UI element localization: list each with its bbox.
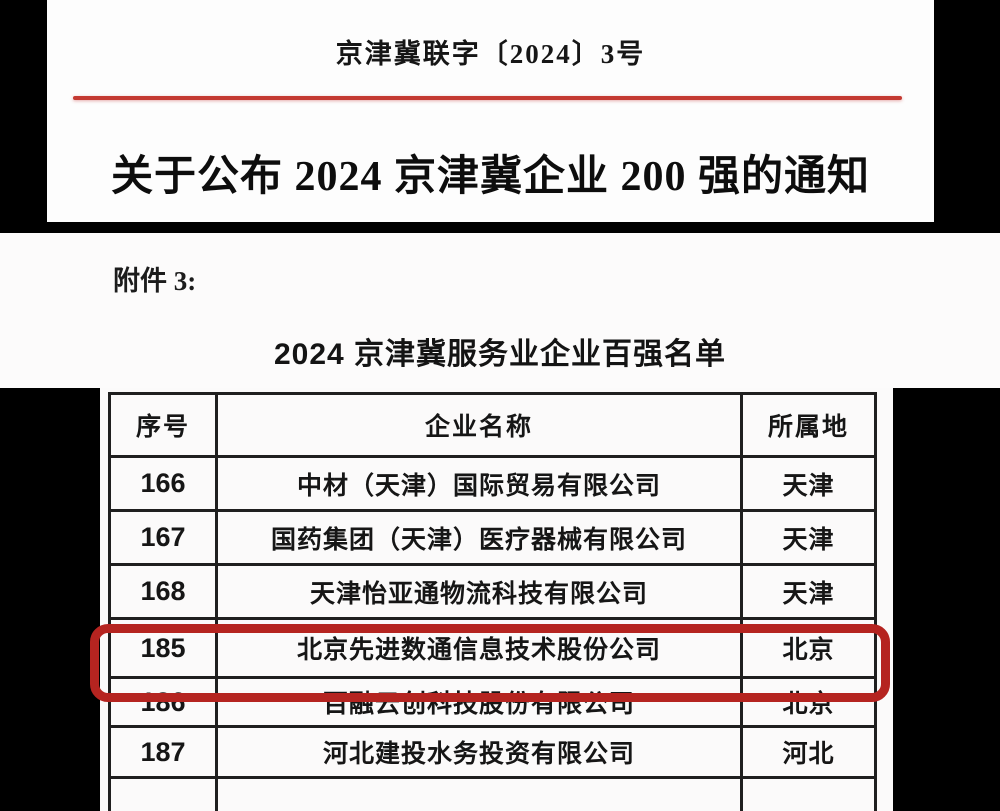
table-row: 168 天津怡亚通物流科技有限公司 天津	[108, 563, 877, 620]
ranking-table-panel: 序号 企业名称 所属地 166 中材（天津）国际贸易有限公司 天津 167 国药…	[100, 388, 893, 811]
cell-company: 百融云创科技股份有限公司	[215, 676, 743, 728]
red-divider-rule	[73, 96, 902, 100]
table-row: 187 河北建投水务投资有限公司 河北	[108, 725, 877, 779]
table-row: 166 中材（天津）国际贸易有限公司 天津	[108, 455, 877, 512]
table-row-partial	[108, 776, 877, 811]
cell-company: 北京先进数通信息技术股份公司	[215, 617, 743, 679]
cell-rank: 166	[108, 455, 218, 512]
ranking-table: 序号 企业名称 所属地 166 中材（天津）国际贸易有限公司 天津 167 国药…	[108, 392, 877, 811]
doc-reference-number: 京津冀联字〔2024〕3号	[335, 39, 646, 69]
cell-region: 北京	[740, 617, 877, 679]
cell-region: 天津	[740, 563, 877, 620]
table-row: 167 国药集团（天津）医疗器械有限公司 天津	[108, 509, 877, 566]
cell-company: 中材（天津）国际贸易有限公司	[215, 455, 743, 512]
cell-rank: 187	[108, 725, 218, 779]
cell-region: 河北	[740, 725, 877, 779]
attachment-label: 附件 3:	[113, 266, 197, 296]
table-row: 186 百融云创科技股份有限公司 北京	[108, 676, 877, 728]
notice-main-title: 关于公布 2024 京津冀企业 200 强的通知	[110, 154, 870, 200]
table-row-highlighted: 185 北京先进数通信息技术股份公司 北京	[108, 617, 877, 679]
header-rank: 序号	[108, 392, 218, 458]
cell-rank: 185	[108, 617, 218, 679]
cell-region: 天津	[740, 455, 877, 512]
header-region: 所属地	[740, 392, 877, 458]
cell-company: 天津怡亚通物流科技有限公司	[215, 563, 743, 620]
cell-region: 北京	[740, 676, 877, 728]
header-company: 企业名称	[215, 392, 743, 458]
cell-company: 河北建投水务投资有限公司	[215, 725, 743, 779]
cell-rank: 168	[108, 563, 218, 620]
list-title: 2024 京津冀服务业企业百强名单	[273, 338, 727, 371]
document-header-panel: 京津冀联字〔2024〕3号 关于公布 2024 京津冀企业 200 强的通知	[47, 0, 934, 222]
table-header-row: 序号 企业名称 所属地	[108, 392, 877, 458]
attachment-section: 附件 3: 2024 京津冀服务业企业百强名单	[0, 233, 1000, 388]
cell-region: 天津	[740, 509, 877, 566]
cell-rank: 186	[108, 676, 218, 728]
cell-rank: 167	[108, 509, 218, 566]
cell-company: 国药集团（天津）医疗器械有限公司	[215, 509, 743, 566]
